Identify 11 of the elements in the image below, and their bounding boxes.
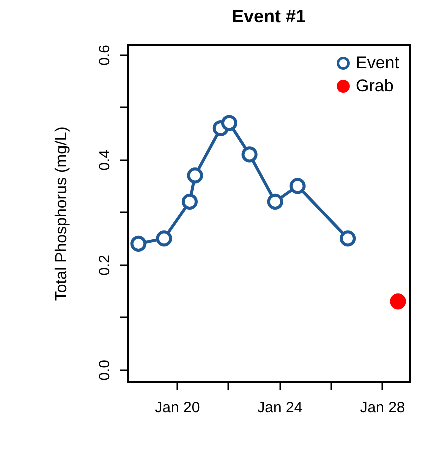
x-tick-label: Jan 20: [155, 400, 200, 416]
legend-label: Event: [356, 54, 400, 72]
x-tick-label: Jan 28: [360, 400, 406, 416]
x-tick-label: Jan 24: [258, 400, 303, 416]
chart-title: Event #1: [232, 6, 306, 27]
y-tick-label: 0.6: [96, 45, 114, 66]
y-tick-label: 0.4: [96, 150, 114, 171]
y-axis-title: Total Phosphorus (mg/L): [54, 126, 70, 302]
legend-label: Grab: [356, 76, 394, 96]
y-tick-label: 0.0: [96, 360, 114, 381]
y-tick-label: 0.2: [96, 255, 114, 276]
